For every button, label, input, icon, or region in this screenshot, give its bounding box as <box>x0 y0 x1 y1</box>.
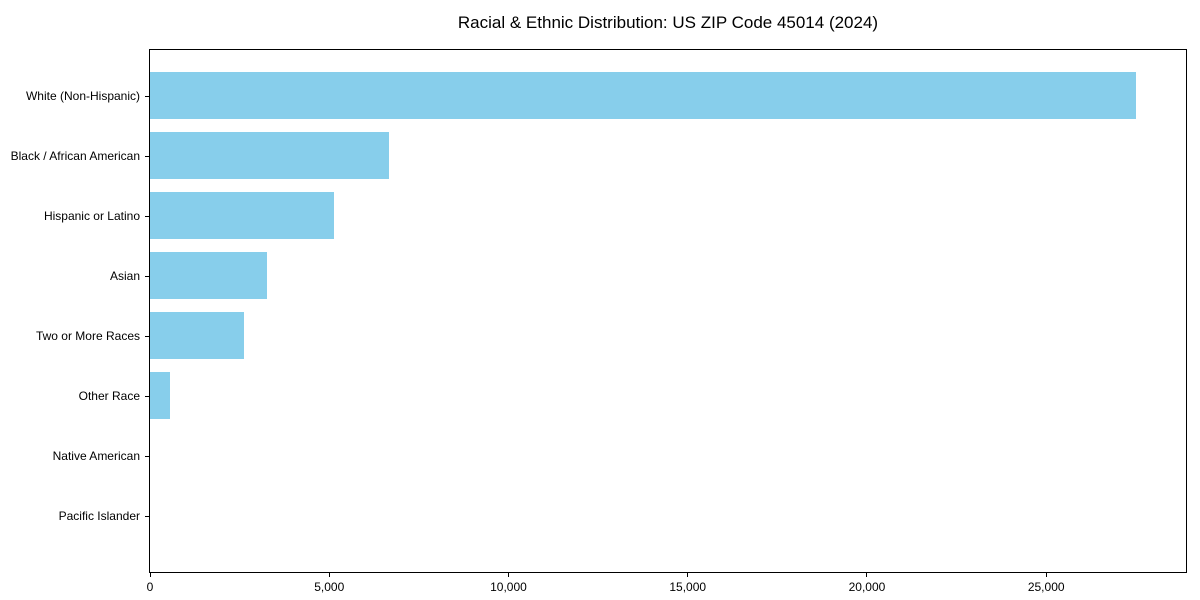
y-tick-mark <box>145 276 150 277</box>
plot-area: White (Non-Hispanic) Black / African Amer… <box>11 49 1187 594</box>
x-tick-mark <box>507 572 509 577</box>
category-label: Two or More Races <box>35 329 140 343</box>
category-label: Black / African American <box>10 149 140 163</box>
chart-title: Racial & Ethnic Distribution: US ZIP Cod… <box>457 13 879 32</box>
bar <box>150 372 171 419</box>
bar-row: Black / African American <box>11 126 1186 186</box>
bar-row: Hispanic or Latino <box>44 186 1186 246</box>
bar <box>150 192 334 239</box>
category-label: White (Non-Hispanic) <box>25 89 140 103</box>
bar-row: Two or More Races <box>36 306 1186 366</box>
x-tick-label: 15,000 <box>669 580 707 594</box>
x-tick-mark <box>1045 572 1047 577</box>
y-tick-mark <box>145 216 150 217</box>
bar-row: Asian <box>110 246 1186 306</box>
x-tick-label: 5,000 <box>314 580 345 594</box>
y-tick-mark <box>145 396 150 397</box>
y-tick-mark <box>145 96 150 97</box>
y-tick-mark <box>145 456 150 457</box>
bar-row: Native American <box>53 426 1186 486</box>
bar-row: Pacific Islander <box>59 486 1186 546</box>
x-tick-label: 25,000 <box>1027 580 1065 594</box>
x-tick-label: 20,000 <box>848 580 886 594</box>
x-tick-label: 0 <box>146 580 154 594</box>
bar <box>150 132 390 179</box>
x-tick-mark <box>687 572 689 577</box>
bar <box>150 252 267 299</box>
y-tick-mark <box>145 156 150 157</box>
x-tick-mark <box>149 572 151 577</box>
x-tick-mark <box>866 572 868 577</box>
bar-row: White (Non-Hispanic) <box>26 66 1186 126</box>
bar <box>150 72 1136 119</box>
plot-rows: White (Non-Hispanic) Black / African Amer… <box>11 66 1186 546</box>
bar <box>150 312 245 359</box>
category-label: Pacific Islander <box>58 509 140 523</box>
category-label: Asian <box>109 269 140 283</box>
category-label: Hispanic or Latino <box>43 209 140 223</box>
category-label: Other Race <box>78 389 140 403</box>
x-tick-mark <box>328 572 330 577</box>
y-tick-mark <box>145 336 150 337</box>
bar-row: Other Race <box>79 366 1186 426</box>
y-tick-mark <box>145 516 150 517</box>
category-label: Native American <box>52 449 140 463</box>
x-tick-label: 10,000 <box>490 580 527 594</box>
